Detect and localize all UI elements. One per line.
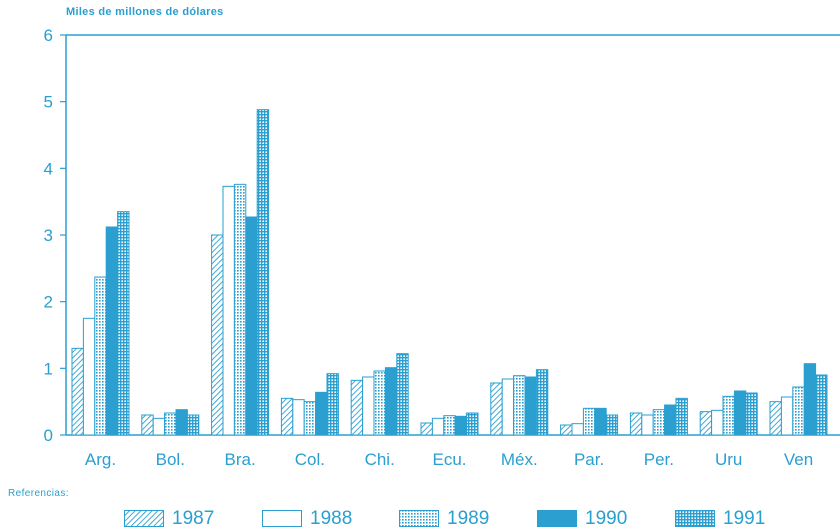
bar-1988-1 bbox=[152, 417, 166, 436]
bar-1988-0 bbox=[82, 317, 96, 436]
y-tick-label: 6 bbox=[44, 26, 53, 45]
bar-1988-6 bbox=[501, 378, 515, 436]
bar-1987-0 bbox=[71, 347, 84, 436]
legend: 1987 1988 1989 1990 1991 bbox=[0, 508, 840, 531]
legend-swatch bbox=[399, 510, 439, 527]
legend-swatch-fill bbox=[399, 510, 439, 527]
bar-1988-7 bbox=[571, 423, 584, 436]
bar-1987-8 bbox=[629, 412, 643, 436]
bar-1987-5 bbox=[420, 422, 433, 436]
x-tick-label: Arg. bbox=[85, 450, 116, 469]
y-axis-ticks: 0 1 2 3 4 5 6 bbox=[44, 26, 66, 445]
bar-1989-2 bbox=[233, 183, 247, 436]
bar-1990-7 bbox=[594, 407, 607, 436]
legend-swatch bbox=[262, 510, 302, 527]
bar-1988-4 bbox=[362, 376, 375, 436]
bar-1991-7 bbox=[605, 414, 619, 436]
legend-label: 1990 bbox=[585, 508, 628, 529]
bar-1991-10 bbox=[815, 374, 828, 436]
legend-swatch-fill bbox=[124, 510, 164, 527]
bar-1991-5 bbox=[466, 412, 479, 436]
legend-label: 1991 bbox=[723, 508, 766, 529]
x-tick-label: Chi. bbox=[365, 450, 395, 469]
y-tick-label: 5 bbox=[44, 93, 53, 112]
bar-1989-3 bbox=[303, 401, 317, 436]
x-tick-label: Bol. bbox=[156, 450, 185, 469]
legend-title: Referencias: bbox=[8, 488, 69, 499]
bar-1989-6 bbox=[513, 375, 526, 436]
x-tick-label: Ven bbox=[784, 450, 813, 469]
legend-swatch-fill bbox=[262, 510, 302, 527]
bar-1987-6 bbox=[490, 382, 503, 436]
bar-1988-2 bbox=[222, 185, 235, 436]
bar-1990-0 bbox=[105, 226, 119, 436]
bar-1988-3 bbox=[292, 399, 305, 436]
legend-swatch-fill bbox=[537, 510, 577, 527]
bar-1990-1 bbox=[175, 409, 188, 436]
x-tick-label: Par. bbox=[574, 450, 604, 469]
bar-1991-3 bbox=[326, 373, 339, 436]
bar-1989-0 bbox=[94, 276, 107, 436]
bar-1991-2 bbox=[256, 109, 270, 436]
legend-swatch bbox=[675, 510, 715, 527]
bar-1988-10 bbox=[780, 396, 794, 436]
bar-1989-1 bbox=[164, 412, 177, 436]
bar-1990-8 bbox=[664, 404, 677, 436]
bar-1987-2 bbox=[211, 234, 224, 436]
bar-1987-10 bbox=[769, 401, 782, 436]
bar-1990-4 bbox=[384, 367, 398, 436]
y-tick-label: 4 bbox=[44, 159, 53, 178]
bar-1989-10 bbox=[792, 386, 805, 436]
x-tick-label: Bra. bbox=[225, 450, 256, 469]
bar-1991-4 bbox=[396, 353, 409, 436]
bar-1987-9 bbox=[699, 411, 713, 436]
x-axis-labels: Arg. Bol. Bra. Col. Chi. Ecu. Méx. Par. Per. Uru V… bbox=[85, 450, 813, 469]
legend-swatch-fill bbox=[675, 510, 715, 527]
y-tick-label: 1 bbox=[44, 359, 53, 378]
bar-1987-7 bbox=[560, 424, 573, 436]
y-tick-label: 3 bbox=[44, 226, 53, 245]
bar-1991-9 bbox=[745, 392, 758, 436]
bars bbox=[71, 109, 828, 436]
chart-axes bbox=[65, 34, 840, 436]
x-tick-label: Uru bbox=[715, 450, 742, 469]
x-tick-label: Méx. bbox=[501, 450, 538, 469]
bar-1988-8 bbox=[641, 414, 654, 436]
legend-label: 1988 bbox=[310, 508, 353, 529]
x-tick-label: Ecu. bbox=[432, 450, 466, 469]
bar-1990-5 bbox=[454, 415, 468, 436]
legend-label: 1987 bbox=[172, 508, 215, 529]
bar-1990-2 bbox=[245, 216, 258, 436]
bar-1989-5 bbox=[443, 415, 456, 436]
bar-1987-4 bbox=[350, 379, 364, 436]
bar-1990-3 bbox=[315, 391, 328, 436]
bar-1990-9 bbox=[733, 390, 747, 436]
x-tick-label: Per. bbox=[644, 450, 674, 469]
bar-1988-5 bbox=[431, 417, 445, 436]
bar-1989-4 bbox=[373, 370, 386, 436]
bar-1991-6 bbox=[535, 369, 549, 436]
bar-1988-9 bbox=[711, 409, 724, 436]
bar-1987-1 bbox=[141, 414, 154, 436]
legend-label: 1989 bbox=[447, 508, 490, 529]
bar-1990-6 bbox=[524, 376, 537, 436]
bar-1989-7 bbox=[582, 407, 596, 436]
y-tick-label: 2 bbox=[44, 293, 53, 312]
bar-1991-0 bbox=[117, 211, 130, 436]
legend-swatch bbox=[537, 510, 577, 527]
bar-chart: 0 1 2 3 4 5 6 Arg. Bol. Bra. Col. Chi. Ecu. Méx. Par.… bbox=[44, 26, 840, 469]
bar-1991-8 bbox=[675, 397, 688, 436]
bar-1989-9 bbox=[722, 395, 735, 436]
bar-1989-8 bbox=[652, 409, 666, 436]
legend-swatch bbox=[124, 510, 164, 527]
x-tick-label: Col. bbox=[295, 450, 325, 469]
bar-1987-3 bbox=[280, 397, 294, 436]
bar-1990-10 bbox=[803, 363, 817, 436]
y-tick-label: 0 bbox=[44, 426, 53, 445]
y-axis-title: Miles de millones de dólares bbox=[66, 6, 224, 18]
bar-1991-1 bbox=[186, 414, 200, 436]
